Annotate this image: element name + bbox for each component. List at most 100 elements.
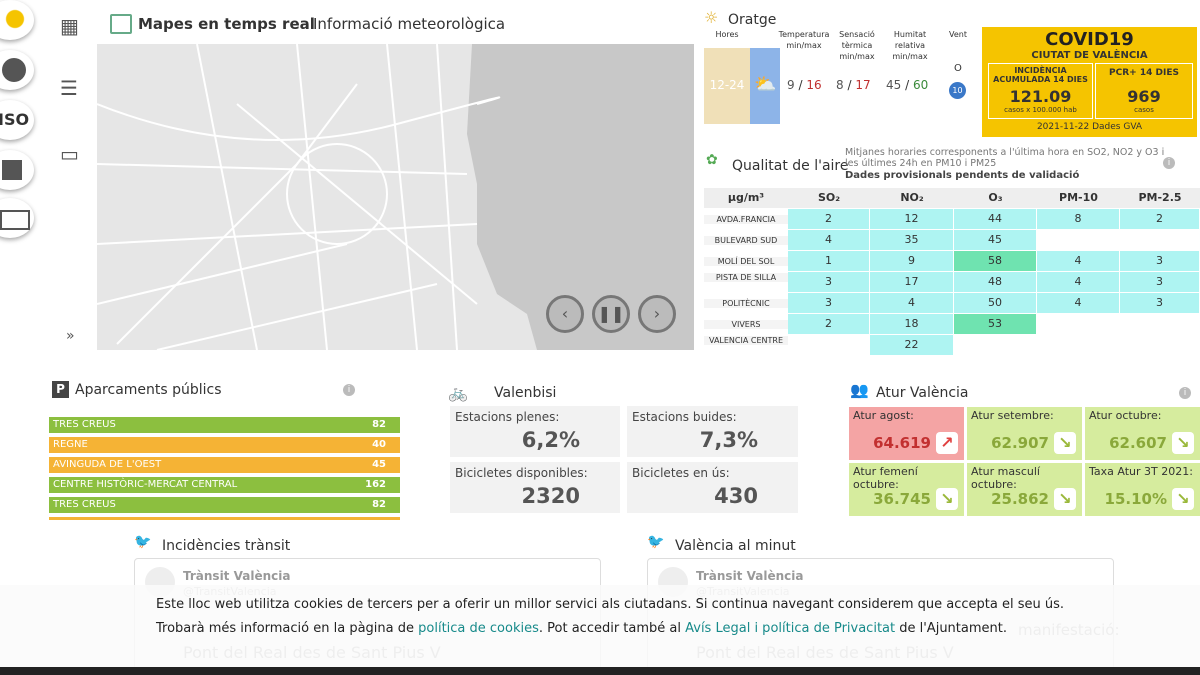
pause-button[interactable]: ❚❚ [592, 295, 630, 333]
pollutant-value: 4 [788, 230, 869, 250]
weather-column-label: Temperatura min/max [778, 30, 830, 50]
empty-cell [788, 335, 869, 355]
stat-label: Bicicletes en ús: [632, 466, 730, 480]
sidebar-button[interactable] [0, 150, 34, 190]
min-value: 45 [886, 78, 902, 92]
trend-arrow: ↘ [1054, 488, 1076, 510]
pollutant-value: 18 [870, 314, 953, 334]
air-column-header: µg/m³ [704, 188, 788, 208]
pollutant-value: 50 [954, 293, 1036, 313]
atur-stat: Atur masculí octubre: 25.862 ↘ [967, 463, 1082, 516]
weather-column-label: Vent [949, 30, 967, 39]
valenbisi-stat: Bicicletes en ús: 430 [627, 462, 798, 513]
trend-arrow: ↘ [1172, 432, 1194, 454]
bike-icon: 🚲 [448, 383, 468, 402]
sidebar-button[interactable]: ISO [0, 100, 34, 140]
map[interactable] [97, 44, 694, 350]
bus-icon[interactable]: ▭ [60, 142, 79, 166]
parking-row[interactable]: AVINGUDA DE L'OEST 45 [49, 457, 400, 473]
air-column-header: SO₂ [788, 188, 870, 208]
empty-cell [1120, 335, 1199, 355]
sidebar-button[interactable] [0, 0, 34, 40]
station-name: VIVERS [704, 320, 788, 329]
pollutant-value: 9 [870, 251, 953, 271]
legal-link[interactable]: Avís Legal i política de Privacitat [685, 621, 896, 636]
list-icon[interactable]: ☰ [60, 76, 78, 100]
iso-label: ISO [0, 110, 30, 129]
stat-value: 36.745 [873, 490, 931, 508]
cookie-link[interactable]: política de cookies [418, 621, 539, 636]
cookie-text-2: Trobarà més informació en la pàgina de p… [156, 621, 1007, 636]
map-subtitle[interactable]: Informació meteorològica [313, 15, 506, 33]
expand-icon[interactable]: » [66, 328, 75, 344]
hours-cell: 12-24 [704, 48, 750, 124]
parking-title: Aparcaments públics [75, 382, 222, 398]
stat-value: 430 [714, 484, 758, 508]
covid-panel[interactable]: COVID19 CIUTAT DE VALÈNCIA INCIDÈNCIA AC… [982, 27, 1197, 137]
separator: / [794, 78, 807, 92]
pollutant-value: 58 [954, 251, 1036, 271]
trend-arrow: ↘ [936, 488, 958, 510]
parking-row[interactable]: TRES CREUS 82 [49, 417, 400, 433]
parking-spaces: 162 [365, 479, 386, 490]
max-value: 16 [806, 78, 822, 92]
empty-cell [1037, 230, 1119, 250]
covid-date: 2021-11-22 Dades GVA [1036, 122, 1143, 132]
cookie-text: Trobarà més informació en la pàgina de [156, 621, 419, 636]
empty-cell [1120, 314, 1199, 334]
weather-column-label: Humitat relativa min/max [892, 30, 928, 61]
pollutant-value: 3 [1120, 272, 1199, 292]
valenbisi-stat: Bicicletes disponibles: 2320 [450, 462, 620, 513]
incidence-label: INCIDÈNCIA ACUMULADA 14 DIES [993, 66, 1088, 84]
info-icon[interactable]: i [1163, 157, 1175, 169]
sidebar-button[interactable] [0, 50, 34, 90]
pollutant-value: 3 [788, 293, 869, 313]
logo [0, 4, 30, 34]
parking-spaces: 82 [372, 419, 386, 430]
info-icon[interactable]: i [343, 384, 355, 396]
weather-icon: ☼ [704, 8, 719, 27]
stat-value: 62.607 [1109, 434, 1167, 452]
stat-value: 25.862 [991, 490, 1049, 508]
pollutant-value: 8 [1037, 209, 1119, 229]
twitter-icon: 🐦 [647, 534, 665, 550]
pollutant-value: 4 [870, 293, 953, 313]
pollutant-value: 2 [788, 314, 869, 334]
parking-spaces: 82 [372, 499, 386, 510]
map-icon [0, 210, 30, 230]
sidebar-button[interactable] [0, 198, 34, 238]
map-header-icon [110, 14, 132, 34]
trend-arrow: ↘ [1054, 432, 1076, 454]
next-button[interactable]: › [638, 295, 676, 333]
sun-cloud-icon: ⛅ [754, 74, 777, 95]
pollutant-value: 35 [870, 230, 953, 250]
bottom-bar [0, 667, 1200, 675]
grid-icon[interactable]: ▦ [60, 14, 79, 38]
parking-name: TRES CREUS [53, 499, 116, 510]
tweet-account: Trànsit València [696, 569, 804, 583]
prev-button[interactable]: ‹ [546, 295, 584, 333]
wind-direction: O [954, 63, 962, 74]
atur-stat: Atur octubre: 62.607 ↘ [1085, 407, 1200, 460]
cookie-text: . Pot accedir també al [538, 621, 686, 636]
max-value: 17 [855, 78, 871, 92]
weather-state: ⛅ [750, 48, 780, 124]
stat-value: 15.10% [1104, 490, 1167, 508]
station-name: PISTA DE SILLA [704, 273, 788, 282]
pollutant-value: 22 [870, 335, 953, 355]
station-name: POLITÈCNIC [704, 299, 788, 308]
stat-label: Taxa Atur 3T 2021: [1089, 465, 1193, 478]
parking-row[interactable]: CENTRE HISTÒRIC-MERCAT CENTRAL 162 [49, 477, 400, 493]
station-name: AVDA.FRANCIA [704, 215, 788, 224]
empty-cell [1120, 230, 1199, 250]
pollutant-value: 17 [870, 272, 953, 292]
pollutant-value: 4 [1037, 272, 1119, 292]
pollutant-value: 53 [954, 314, 1036, 334]
pollutant-value: 2 [1120, 209, 1199, 229]
info-icon[interactable]: i [1179, 387, 1191, 399]
parking-name: CENTRE HISTÒRIC-MERCAT CENTRAL [53, 479, 238, 490]
parking-row[interactable]: REGNE 40 [49, 437, 400, 453]
atur-stat: Taxa Atur 3T 2021: 15.10% ↘ [1085, 463, 1200, 516]
parking-row[interactable]: TRES CREUS 82 [49, 497, 400, 513]
